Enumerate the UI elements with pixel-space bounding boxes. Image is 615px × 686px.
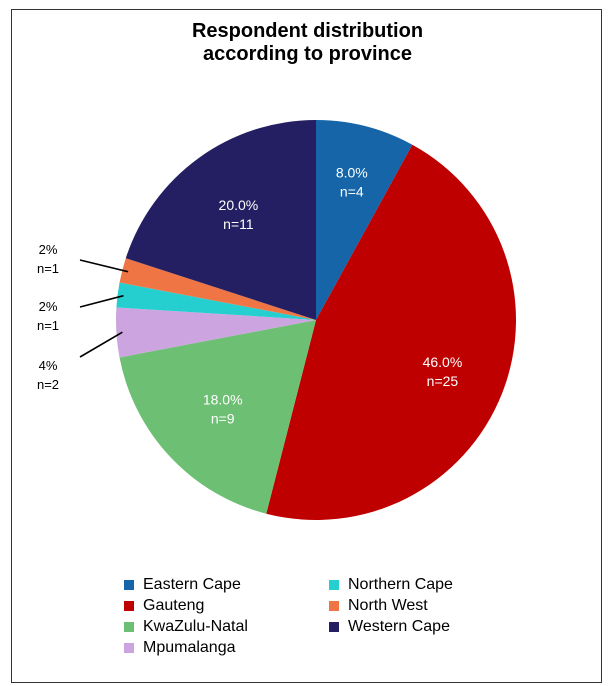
pie-slices (116, 120, 516, 521)
legend-swatch-western-cape (329, 622, 339, 632)
leader-line-north-west (79, 259, 129, 273)
legend-swatch-eastern-cape (124, 580, 134, 590)
pct-label-gauteng: 46.0% (423, 354, 463, 370)
pie-slice-kwazulu-natal (119, 320, 317, 514)
data-labels: 8.0% n=4 46.0% n=25 18.0% n=9 4% n=2 2% n=1 2% n=1 2… (37, 165, 462, 427)
legend-swatch-gauteng (124, 601, 134, 611)
leader-line-northern-cape (79, 294, 124, 308)
pct-label-northern-cape: 2% (39, 299, 58, 314)
n-label-kwazulu-natal: n=9 (211, 411, 235, 427)
legend-item-eastern-cape: Eastern Cape (124, 575, 329, 595)
pct-label-western-cape: 20.0% (219, 197, 259, 213)
legend-swatch-kwazulu-natal (124, 622, 134, 632)
legend-label-eastern-cape: Eastern Cape (143, 576, 241, 593)
chart-title-line-1: Respondent distribution (191, 20, 424, 42)
leader-line-mpumalanga (79, 331, 123, 358)
chart-title-line-2: according to province (203, 43, 412, 65)
pie-slice-eastern-cape (316, 120, 413, 320)
chart-frame: Respondent distribution according to pro… (11, 9, 602, 683)
pie-slice-gauteng (266, 144, 516, 521)
legend-item-kwazulu-natal: KwaZulu-Natal (124, 617, 329, 637)
legend-label-western-cape: Western Cape (348, 618, 450, 635)
leader-lines (79, 259, 129, 358)
pie-slice-northern-cape (116, 282, 316, 320)
pie-chart: 8.0% n=4 46.0% n=25 18.0% n=9 4% n=2 2% n=1 2% n=1 2… (37, 120, 516, 521)
pie-slice-mpumalanga (116, 307, 316, 358)
legend: Eastern Cape Northern Cape Gauteng North We… (124, 575, 544, 658)
legend-swatch-northern-cape (329, 580, 339, 590)
pct-label-kwazulu-natal: 18.0% (203, 392, 243, 408)
pct-label-eastern-cape: 8.0% (336, 165, 368, 181)
pct-label-mpumalanga: 4% (39, 358, 58, 373)
legend-item-gauteng: Gauteng (124, 596, 329, 616)
legend-item-western-cape: Western Cape (329, 617, 534, 637)
pie-slice-western-cape (125, 120, 316, 320)
n-label-mpumalanga: n=2 (37, 377, 59, 392)
n-label-western-cape: n=11 (223, 216, 254, 232)
legend-label-kwazulu-natal: KwaZulu-Natal (143, 618, 248, 635)
n-label-gauteng: n=25 (427, 373, 459, 389)
n-label-northern-cape: n=1 (37, 318, 59, 333)
legend-item-northern-cape: Northern Cape (329, 575, 534, 595)
chart-title: Respondent distribution according to pro… (12, 20, 603, 66)
n-label-north-west: n=1 (37, 261, 59, 276)
legend-swatch-north-west (329, 601, 339, 611)
legend-item-north-west: North West (329, 596, 534, 616)
legend-label-northern-cape: Northern Cape (348, 576, 453, 593)
legend-label-north-west: North West (348, 597, 428, 614)
legend-label-gauteng: Gauteng (143, 597, 205, 614)
n-label-eastern-cape: n=4 (340, 184, 364, 200)
legend-swatch-mpumalanga (124, 643, 134, 653)
legend-item-mpumalanga: Mpumalanga (124, 638, 329, 658)
pie-slice-north-west (119, 258, 317, 320)
legend-label-mpumalanga: Mpumalanga (143, 639, 236, 656)
pct-label-north-west: 2% (39, 242, 58, 257)
